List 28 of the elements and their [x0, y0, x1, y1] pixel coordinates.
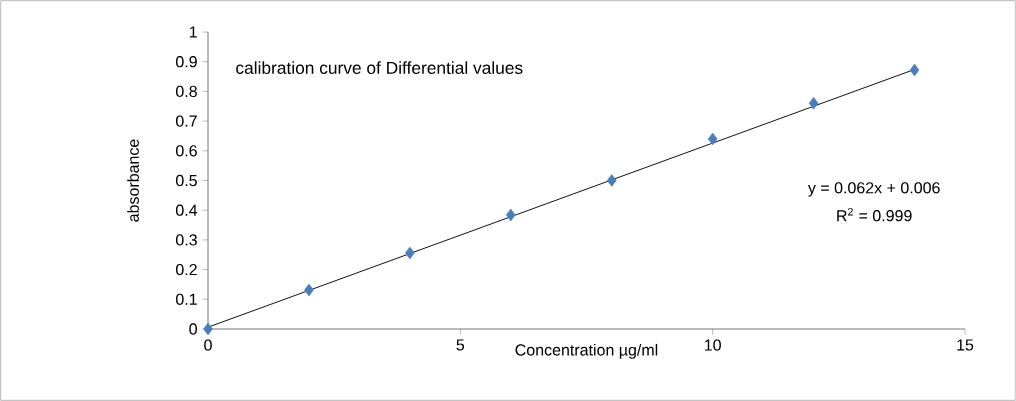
x-tick-label: 0 [204, 339, 212, 351]
x-tick-label: 10 [704, 339, 721, 351]
x-axis-title: Concentration µg/ml [515, 343, 658, 359]
point [304, 283, 314, 297]
annotation: R$^{2}$ = 0.999 [837, 207, 912, 222]
y-axis-title: absorbance [127, 139, 139, 222]
point [203, 322, 213, 336]
text: calibration curve of Differential values [236, 61, 523, 74]
point [506, 208, 516, 222]
annotation: y = 0.062x + 0.006 [807, 182, 940, 197]
y-tick-label: 0.7 [175, 115, 197, 127]
point [808, 97, 819, 110]
point [707, 132, 718, 146]
y-tick-label: 0.5 [175, 174, 197, 187]
y-tick-label: 1 [189, 26, 197, 38]
y-tick-label: 0.1 [175, 293, 197, 305]
point [909, 63, 920, 77]
y-tick-label: 0.9 [175, 56, 197, 68]
y-tick-label: 0.4 [175, 204, 198, 216]
y-tick-label: 0 [189, 323, 197, 335]
x-tick-label: 15 [957, 339, 974, 351]
point [606, 174, 617, 187]
x-tick-label: 5 [456, 339, 465, 351]
y-tick-label: 0.3 [175, 234, 197, 246]
y-tick-label: 0.8 [175, 85, 197, 98]
y-tick-label: 0.2 [175, 263, 197, 276]
y-tick-label: 0.6 [175, 145, 197, 157]
point [405, 246, 415, 260]
